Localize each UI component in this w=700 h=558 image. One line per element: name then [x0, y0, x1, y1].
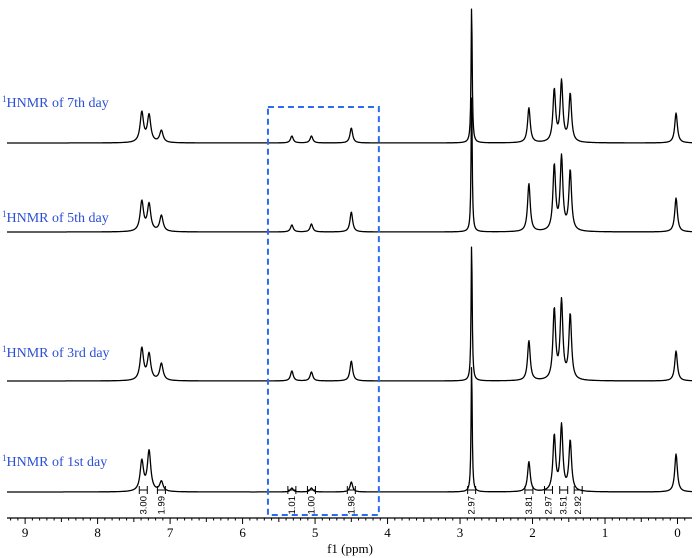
spectrum-trace-1	[6, 8, 693, 144]
integral-8: 2.97	[543, 486, 554, 515]
integral-value: 1.98	[346, 496, 357, 515]
integral-value: 3.00	[138, 496, 149, 515]
x-tick-label: 4	[384, 525, 391, 540]
x-tick-label: 3	[457, 525, 464, 540]
integral-9: 3.51	[559, 486, 570, 515]
x-axis: 9 8 7 6 5 4 3 2 1 0	[7, 517, 692, 540]
integral-bracket	[559, 486, 569, 494]
integral-bracket	[138, 486, 148, 494]
spectrum-labels: 1HNMR of 7th day 1HNMR of 5th day 1HNMR of…	[2, 94, 110, 470]
spectrum-trace-3	[6, 246, 693, 382]
integral-value: 2.92	[573, 496, 584, 515]
x-tick-label: 2	[529, 525, 536, 540]
x-tick-label: 9	[22, 525, 29, 540]
x-tick-label: 5	[312, 525, 319, 540]
x-axis-title: f1 (ppm)	[327, 541, 373, 556]
integral-bracket	[156, 486, 166, 494]
integral-4: 1.00	[306, 486, 317, 515]
spectrum-trace-4	[6, 367, 693, 493]
integral-bracket	[467, 486, 477, 494]
integral-value: 3.51	[559, 496, 570, 515]
x-tick-label: 8	[94, 525, 101, 540]
integral-value: 2.97	[467, 496, 478, 515]
integral-annotations: 3.00 1.99 1.01 1.00 1.98 2.97 3.81 2.97 3.51 2.92	[138, 486, 584, 515]
x-tick-label: 1	[602, 525, 609, 540]
integral-6: 2.97	[467, 486, 478, 515]
x-tick-label: 6	[239, 525, 246, 540]
spectrum-label-3: 1HNMR of 3rd day	[2, 344, 110, 361]
integral-3: 1.01	[287, 486, 298, 515]
integral-2: 1.99	[156, 486, 167, 515]
spectrum-label-1: 1HNMR of 7th day	[2, 94, 109, 111]
integral-value: 3.81	[524, 496, 535, 515]
highlight-region	[266, 106, 380, 516]
integral-7: 3.81	[524, 486, 535, 515]
integral-value: 1.99	[156, 496, 167, 515]
integral-bracket	[287, 486, 297, 494]
spectrum-label-2: 1HNMR of 5th day	[2, 209, 109, 226]
spectra-traces	[6, 8, 693, 493]
integral-value: 1.01	[287, 496, 298, 515]
integral-value: 2.97	[543, 496, 554, 515]
integral-bracket	[346, 486, 356, 494]
x-tick-label: 7	[167, 525, 174, 540]
integral-bracket	[306, 486, 316, 494]
spectrum-label-4: 1HNMR of 1st day	[2, 453, 107, 470]
highlight-box	[266, 106, 380, 516]
integral-10: 2.92	[573, 486, 584, 515]
integral-bracket	[543, 486, 553, 494]
integral-bracket	[573, 486, 583, 494]
x-tick-label: 0	[674, 525, 681, 540]
integral-bracket	[524, 486, 534, 494]
integral-1: 3.00	[138, 486, 149, 515]
integral-5: 1.98	[346, 486, 357, 515]
integral-value: 1.00	[306, 496, 317, 515]
spectrum-trace-2	[6, 97, 693, 233]
